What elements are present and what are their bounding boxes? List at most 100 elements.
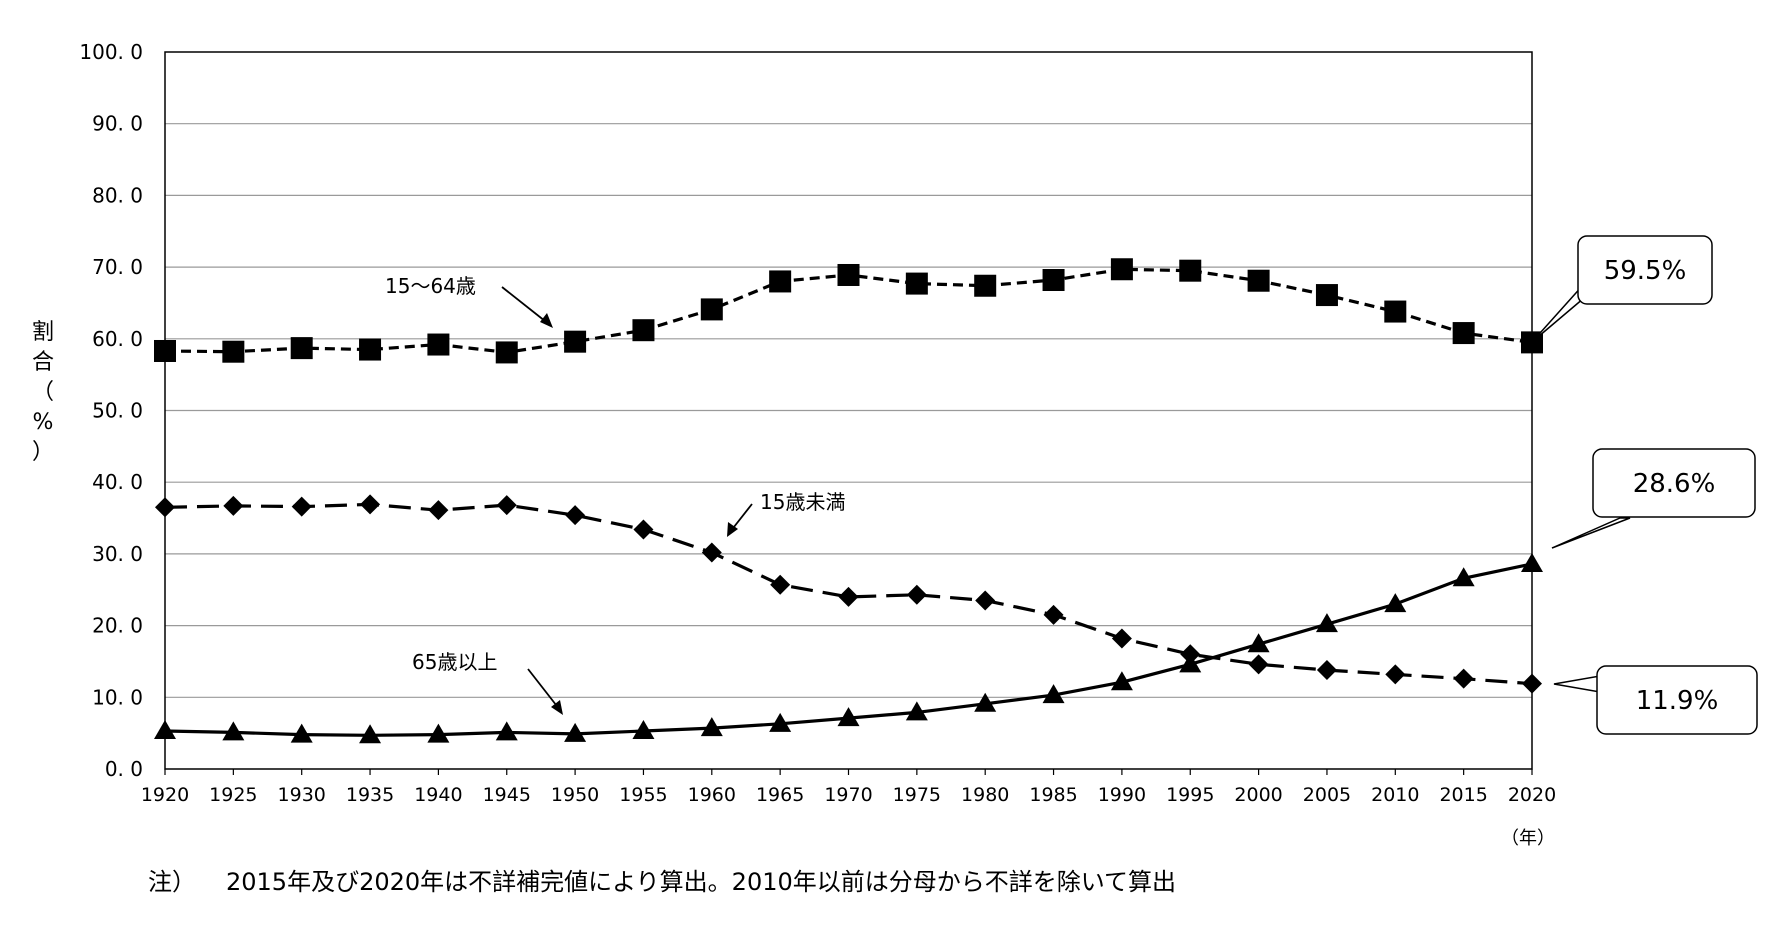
series-label-15-64-arrow: [501, 286, 551, 326]
series-15-64-point: [1315, 284, 1338, 307]
x-tick-label: 2010: [1371, 784, 1419, 806]
callout-connector-59: [1531, 282, 1585, 343]
series-label-15-64-arrowhead: [540, 313, 553, 328]
x-tick-label: 1970: [824, 784, 872, 806]
series-65-over-point: [1179, 653, 1202, 673]
series-under-15-point: [1522, 673, 1542, 694]
series-label-65-over-arrowhead: [551, 700, 563, 715]
x-tick-label: 2020: [1508, 784, 1556, 806]
series-under-15-point: [1453, 668, 1474, 689]
series-under-15-point: [770, 574, 791, 595]
series-65-over-point: [974, 692, 997, 712]
series-15-64-point: [1452, 322, 1475, 345]
series-65-over-point: [222, 721, 245, 741]
y-tick-label: 60. 0: [92, 327, 143, 351]
series-65-over-point: [359, 724, 382, 744]
footnote: 注） 2015年及び2020年は不詳補完値により算出。2010年以前は分母から不詳…: [148, 862, 1176, 897]
y-axis-label-char: 割: [31, 320, 54, 345]
y-axis-label: 割 合 （ % ）: [30, 318, 56, 468]
callout-box-11: [1596, 665, 1758, 735]
series-under-15-point: [1248, 654, 1269, 675]
series-65-over-point: [564, 722, 587, 742]
callout-value-28: 28.6%: [1633, 469, 1716, 499]
series-under-15-point: [1111, 628, 1132, 649]
series-under-15-point: [565, 505, 586, 526]
y-tick-label: 40. 0: [92, 470, 143, 494]
series-15-64-point: [564, 330, 587, 353]
series-65-over-point: [700, 717, 723, 737]
series-15-64-point: [359, 338, 382, 361]
y-axis-label-char: （: [31, 380, 54, 405]
footnote-text: 2015年及び2020年は不詳補完値により算出。2010年以前は分母から不詳を除…: [226, 868, 1177, 896]
series-under-15-point: [428, 500, 449, 521]
series-15-64-point: [769, 270, 792, 293]
x-tick-label: 1965: [756, 784, 804, 806]
series-65-over-point: [1315, 613, 1338, 633]
series-under-15-point: [701, 542, 722, 563]
y-tick-label: 90. 0: [92, 112, 143, 136]
y-tick-label: 20. 0: [92, 614, 143, 638]
series-under-15-point: [906, 584, 927, 605]
series-15-64-point: [1042, 269, 1065, 292]
series-15-64-point: [1247, 269, 1270, 292]
x-tick-label: 1975: [893, 784, 941, 806]
series-label-65-over-arrow: [527, 668, 561, 711]
series-65-over-point: [837, 707, 860, 727]
callout-box-28: [1592, 448, 1756, 518]
series-under-15-point: [155, 497, 175, 518]
x-tick-label: 1945: [483, 784, 531, 806]
series-65-over-point: [154, 719, 176, 739]
y-tick-label: 50. 0: [92, 399, 143, 423]
series-15-64-point: [1110, 258, 1133, 281]
y-tick-labels: 0. 0 10. 0 20. 0 30. 0 40. 0 50. 0 60. 0 70. 0 8…: [79, 40, 143, 781]
series-15-64-point: [905, 272, 928, 295]
series-15-64-point: [632, 319, 655, 342]
series-15-64-point: [1179, 259, 1202, 282]
series-65-over-point: [1042, 684, 1065, 704]
series-15-64-point: [222, 340, 245, 363]
series-label-under-15-arrowhead: [727, 522, 738, 537]
series-65-over-point: [495, 721, 518, 741]
series-under-15-point: [838, 586, 859, 607]
series-65-over-point: [769, 712, 792, 732]
callout-connector-28: [1551, 517, 1631, 549]
series-15-64-point: [974, 274, 997, 297]
x-tick-label: 2005: [1303, 784, 1351, 806]
x-tick-labels: 1920 1925 1930 1935 1940 1945 1950 1955 1960 1965…: [141, 769, 1556, 806]
y-tick-label: 80. 0: [92, 183, 143, 207]
x-tick-label: 1940: [414, 784, 462, 806]
x-tick-label: 1955: [619, 784, 667, 806]
series-65-over-point: [1247, 633, 1270, 653]
series-15-64-point: [700, 298, 723, 321]
series-15-64-point: [495, 341, 518, 364]
gridlines: [165, 123, 1532, 698]
series-15-64-point: [1384, 300, 1407, 323]
series-15-64-point: [837, 263, 860, 286]
y-tick-label: 70. 0: [92, 255, 143, 279]
y-tick-label: 30. 0: [92, 542, 143, 566]
y-axis-label-char: ）: [31, 440, 54, 465]
x-tick-label: 1990: [1098, 784, 1146, 806]
series-under-15-point: [975, 590, 996, 611]
series-15-64-point: [290, 337, 313, 360]
series-under-15-point: [1385, 664, 1406, 685]
x-tick-label: 1935: [346, 784, 394, 806]
series-under-15-point: [1316, 660, 1337, 681]
series-65-over-point: [905, 701, 928, 721]
series-under-15-point: [1043, 604, 1064, 625]
x-tick-label: 2015: [1439, 784, 1487, 806]
y-tick-label: 10. 0: [92, 685, 143, 709]
x-tick-label: 1995: [1166, 784, 1214, 806]
y-axis-label-char: %: [32, 410, 54, 435]
series-label-65-over: 65歳以上: [412, 650, 497, 674]
y-axis-label-char: 合: [31, 350, 54, 375]
series-65-over-point: [290, 723, 313, 743]
series-65-over-point: [427, 723, 450, 743]
callout-value-59: 59.5%: [1604, 256, 1687, 286]
series-under-15-point: [633, 519, 654, 540]
x-tick-label: 1960: [688, 784, 736, 806]
x-tick-label: 1920: [141, 784, 189, 806]
series-65-over-point: [632, 719, 655, 739]
series-under-15-point: [223, 495, 244, 516]
